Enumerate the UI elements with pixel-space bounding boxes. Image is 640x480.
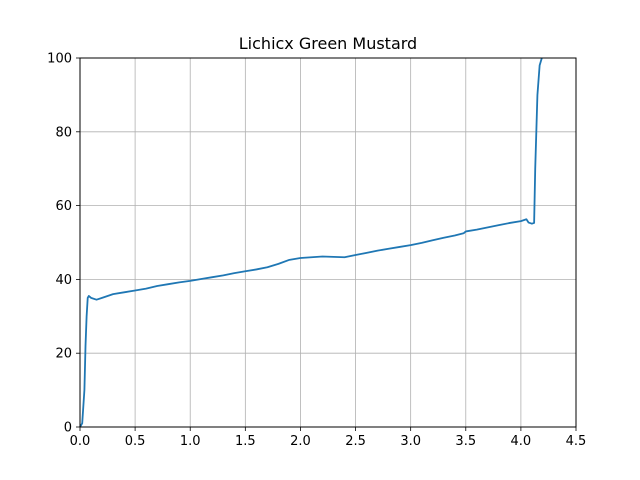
plot-frame bbox=[79, 57, 577, 428]
x-tick-label: 0.5 bbox=[125, 434, 146, 449]
y-tick-label: 100 bbox=[47, 52, 72, 67]
x-tick-label: 3.5 bbox=[455, 434, 476, 449]
chart-title: Lichicx Green Mustard bbox=[239, 34, 417, 53]
x-axis: 0.0 0.5 1.0 1.5 2.0 2.5 3.0 3.5 4.0 4.5 bbox=[70, 427, 587, 449]
x-tick-label: 4.5 bbox=[566, 434, 587, 449]
y-tick-label: 40 bbox=[55, 273, 72, 288]
x-tick-label: 3.0 bbox=[400, 434, 421, 449]
x-tick-label: 1.5 bbox=[235, 434, 256, 449]
series-group bbox=[79, 57, 543, 428]
y-tick-label: 60 bbox=[55, 199, 72, 214]
plot-area bbox=[80, 58, 576, 427]
series-line-0 bbox=[79, 57, 543, 428]
x-tick-label: 4.0 bbox=[511, 434, 532, 449]
x-tick-label: 2.0 bbox=[290, 434, 311, 449]
x-tick-label: 0.0 bbox=[70, 434, 91, 449]
y-tick-label: 20 bbox=[55, 347, 72, 362]
y-axis: 0 20 40 60 80 100 bbox=[47, 52, 80, 436]
x-tick-label: 1.0 bbox=[180, 434, 201, 449]
y-tick-label: 0 bbox=[64, 421, 72, 436]
y-tick-label: 80 bbox=[55, 125, 72, 140]
x-tick-label: 2.5 bbox=[345, 434, 366, 449]
